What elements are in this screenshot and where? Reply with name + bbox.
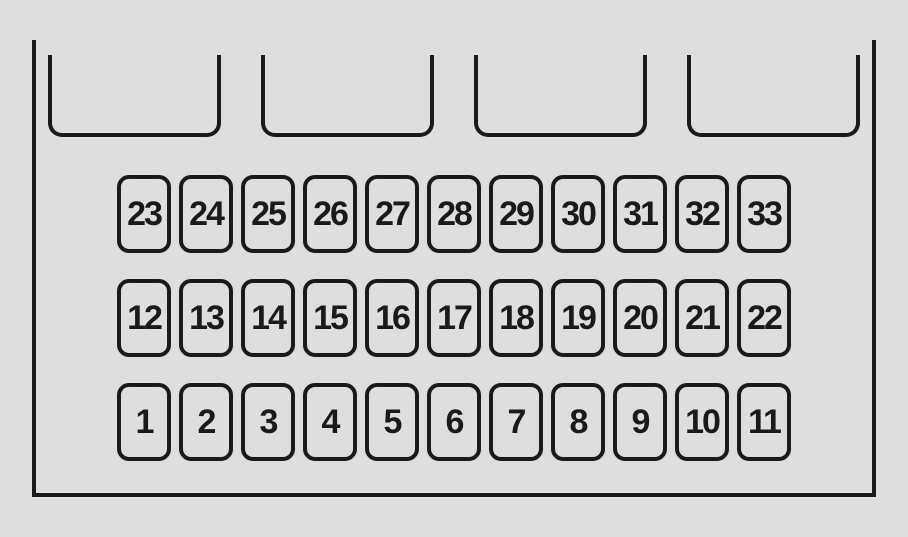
top-slot <box>474 55 647 137</box>
fuse-box: 25 <box>241 175 295 253</box>
fuse-box: 32 <box>675 175 729 253</box>
fuse-box: 24 <box>179 175 233 253</box>
fuse-box: 33 <box>737 175 791 253</box>
fuse-box: 20 <box>613 279 667 357</box>
fuse-box: 19 <box>551 279 605 357</box>
fuse-box: 27 <box>365 175 419 253</box>
fuse-box: 17 <box>427 279 481 357</box>
fuse-box: 13 <box>179 279 233 357</box>
fuse-box: 2 <box>179 383 233 461</box>
fuse-box: 4 <box>303 383 357 461</box>
fuse-box: 28 <box>427 175 481 253</box>
fuse-row-middle: 12 13 14 15 16 17 18 19 20 21 22 <box>117 279 791 357</box>
top-slot <box>261 55 434 137</box>
fuse-row-top: 23 24 25 26 27 28 29 30 31 32 33 <box>117 175 791 253</box>
fuse-box: 3 <box>241 383 295 461</box>
top-slot-row <box>48 55 860 137</box>
fuse-box: 10 <box>675 383 729 461</box>
top-slot <box>687 55 860 137</box>
fuse-box: 30 <box>551 175 605 253</box>
fuse-box: 26 <box>303 175 357 253</box>
top-slot <box>48 55 221 137</box>
fuse-row-bottom: 1 2 3 4 5 6 7 8 9 10 11 <box>117 383 791 461</box>
fuse-box: 31 <box>613 175 667 253</box>
fuse-box: 22 <box>737 279 791 357</box>
fuse-box: 7 <box>489 383 543 461</box>
fuse-box: 9 <box>613 383 667 461</box>
fuse-box: 18 <box>489 279 543 357</box>
fuse-box: 14 <box>241 279 295 357</box>
fuse-box: 12 <box>117 279 171 357</box>
fuse-box: 15 <box>303 279 357 357</box>
fuse-box: 5 <box>365 383 419 461</box>
fuse-box: 1 <box>117 383 171 461</box>
fuse-box: 16 <box>365 279 419 357</box>
fuse-box: 8 <box>551 383 605 461</box>
fuse-box: 23 <box>117 175 171 253</box>
fuse-box: 29 <box>489 175 543 253</box>
fuse-box: 21 <box>675 279 729 357</box>
fuse-box: 11 <box>737 383 791 461</box>
fuse-grid: 23 24 25 26 27 28 29 30 31 32 33 12 13 1… <box>0 175 908 461</box>
fuse-box: 6 <box>427 383 481 461</box>
